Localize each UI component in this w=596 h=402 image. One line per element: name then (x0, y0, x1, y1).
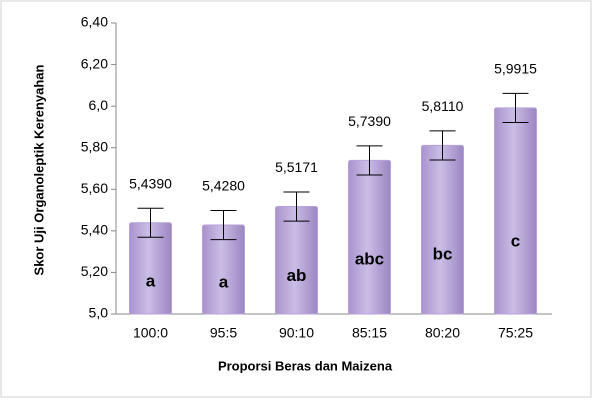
value-label: 5,9915 (494, 61, 537, 77)
y-tick-label: 5,40 (81, 222, 108, 238)
value-label: 5,5171 (275, 159, 318, 175)
x-tick-label: 85:15 (352, 325, 387, 341)
x-tick-label: 90:10 (279, 325, 314, 341)
value-label: 5,4280 (202, 178, 245, 194)
x-tick-label: 80:20 (425, 325, 460, 341)
y-tick-label: 5,0 (89, 305, 109, 321)
y-tick-label: 6,40 (81, 14, 108, 30)
x-tick-label: 100:0 (133, 325, 168, 341)
value-label: 5,8110 (422, 98, 464, 114)
y-tick-label: 6,0 (89, 97, 109, 113)
value-label: 5,7390 (348, 113, 391, 129)
bar (348, 159, 391, 315)
y-tick-label: 5,80 (81, 138, 108, 154)
y-tick-label: 6,20 (81, 55, 108, 71)
x-tick-label: 75:25 (498, 325, 533, 341)
y-axis-title: Skor Uji Organoleptik Kerenyahan (31, 64, 46, 275)
bar (275, 206, 318, 315)
group-label: c (511, 231, 520, 250)
bar (494, 107, 537, 315)
y-tick-label: 5,20 (81, 263, 108, 279)
x-axis-title: Proporsi Beras dan Maizena (218, 358, 393, 373)
value-label: 5,4390 (129, 175, 172, 191)
group-label: abc (355, 250, 384, 269)
group-label: bc (433, 244, 453, 263)
group-label: a (146, 272, 156, 291)
group-label: ab (287, 266, 307, 285)
x-tick-label: 95:5 (210, 325, 237, 341)
y-tick-label: 5,60 (81, 180, 108, 196)
group-label: a (219, 272, 229, 291)
bar (421, 144, 464, 315)
